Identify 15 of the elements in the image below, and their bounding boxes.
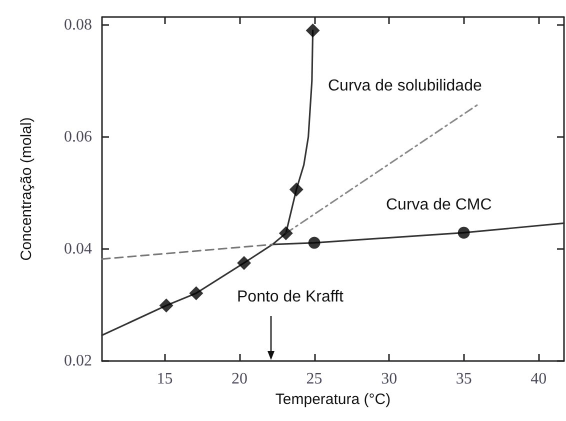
x-tick-label: 40 [530,370,547,388]
x-tick-label: 15 [156,370,173,388]
y-tick-label: 0.08 [64,16,92,34]
y-tick-label: 0.02 [64,352,92,370]
y-tick-label: 0.04 [64,240,92,258]
y-tick-label: 0.06 [64,128,92,146]
y-axis-title: Concentração (molal) [18,117,35,261]
x-tick-label: 25 [306,370,322,388]
x-tick-label: 20 [232,370,248,388]
annotation: Ponto de Krafft [237,288,344,306]
annotation: Curva de solubilidade [328,78,482,94]
x-axis-title: Temperatura (°C) [275,390,391,408]
x-tick-label: 35 [456,370,472,388]
annotation: Curva de CMC [386,196,492,214]
x-tick-label: 30 [381,370,398,388]
